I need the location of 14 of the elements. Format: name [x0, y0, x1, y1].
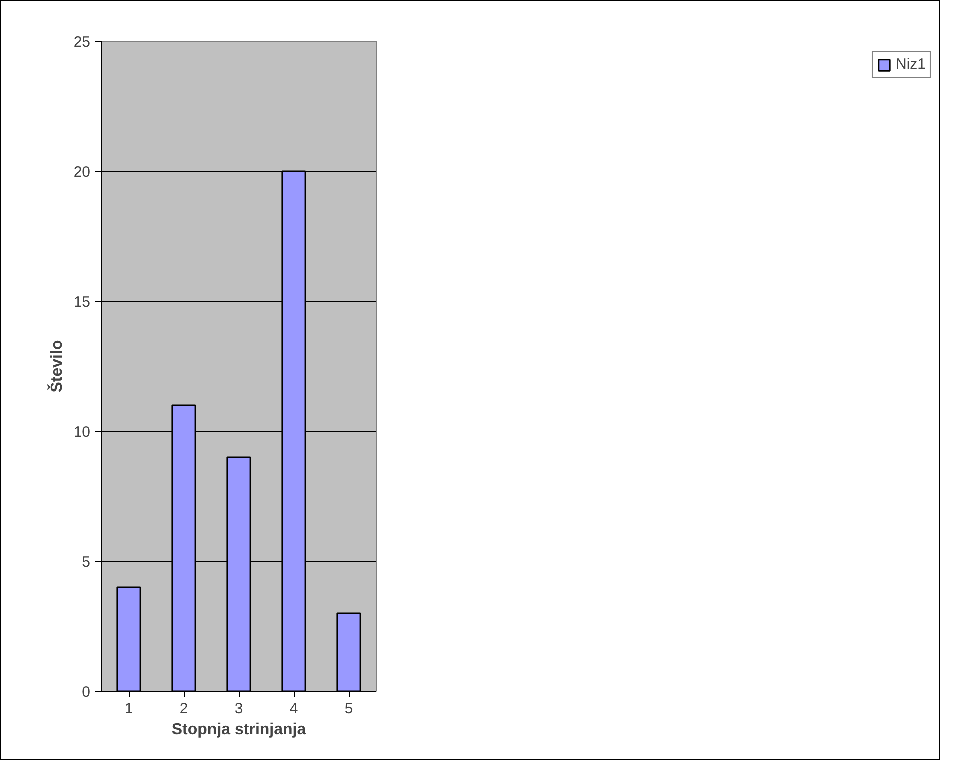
legend-label: Niz1	[896, 56, 926, 73]
x-tick-label: 4	[290, 700, 298, 718]
y-tick-label: 25	[74, 34, 91, 51]
y-tick-label: 10	[74, 424, 91, 441]
x-tick-label: 5	[344, 700, 354, 718]
y-tick-label: 15	[74, 294, 91, 311]
y-axis-title: Število	[46, 340, 66, 393]
x-tick-label: 3	[234, 700, 244, 718]
x-axis-title: Stopnja strinjanja	[172, 722, 306, 738]
y-tick-label: 5	[82, 554, 90, 571]
y-tick-label: 0	[82, 684, 90, 701]
y-tick-label: 20	[74, 164, 91, 181]
x-tick-label: 2	[180, 700, 188, 718]
x-tick-label: 1	[124, 700, 134, 718]
